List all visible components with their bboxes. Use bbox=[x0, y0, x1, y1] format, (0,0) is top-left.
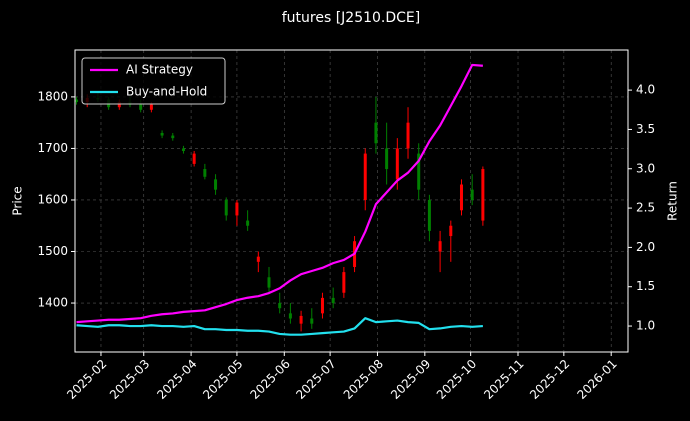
candle-body bbox=[160, 132, 164, 136]
y2-axis-label: Return bbox=[666, 181, 680, 221]
legend-label: Buy-and-Hold bbox=[126, 85, 207, 99]
candle-body bbox=[139, 104, 143, 110]
y2-tick-label: 1.0 bbox=[636, 319, 655, 333]
candle-body bbox=[374, 122, 378, 144]
legend-label: AI Strategy bbox=[126, 63, 193, 77]
candle-body bbox=[288, 313, 292, 319]
y2-tick-label: 2.5 bbox=[636, 201, 655, 215]
candle-body bbox=[171, 135, 175, 139]
candle-body bbox=[246, 220, 250, 226]
candle-body bbox=[406, 122, 410, 149]
candle-body bbox=[363, 153, 367, 200]
y-axis-label: Price bbox=[11, 186, 25, 215]
legend: AI Strategy Buy-and-Hold bbox=[81, 57, 226, 105]
candle-body bbox=[470, 189, 474, 200]
chart-title: futures [J2510.DCE] bbox=[282, 10, 421, 26]
y2-tick-label: 1.5 bbox=[636, 279, 655, 293]
candle-body bbox=[235, 202, 239, 216]
candle-body bbox=[310, 318, 314, 324]
plot-frame bbox=[74, 49, 629, 353]
candle-body bbox=[267, 277, 271, 288]
candle-body bbox=[385, 148, 389, 170]
candle-body bbox=[395, 148, 399, 180]
y2-tick-label: 3.5 bbox=[636, 122, 655, 136]
candle-body bbox=[342, 272, 346, 293]
y2-tick-label: 2.0 bbox=[636, 240, 655, 254]
candle-body bbox=[449, 225, 453, 237]
candle-body bbox=[417, 153, 421, 190]
candle-body bbox=[278, 303, 282, 309]
line-series bbox=[76, 317, 483, 336]
candle-body bbox=[214, 179, 218, 190]
candle-body bbox=[117, 102, 121, 108]
y2-tick-label: 4.0 bbox=[636, 83, 655, 97]
candle-body bbox=[192, 153, 196, 164]
candle-body bbox=[481, 169, 485, 221]
candle-body bbox=[256, 256, 260, 262]
candle-body bbox=[203, 169, 207, 177]
candle-body bbox=[149, 104, 153, 110]
candle-body bbox=[181, 148, 185, 152]
y-tick-label: 1500 bbox=[37, 244, 68, 258]
candle-body bbox=[438, 241, 442, 252]
line-series bbox=[76, 63, 483, 324]
candle-body bbox=[75, 99, 79, 103]
y2-tick-label: 3.0 bbox=[636, 161, 655, 175]
y-tick-label: 1600 bbox=[37, 192, 68, 206]
candle-body bbox=[320, 297, 324, 314]
y-tick-label: 1800 bbox=[37, 89, 68, 103]
y-tick-label: 1400 bbox=[37, 296, 68, 310]
candle-body bbox=[427, 199, 431, 231]
candle-body bbox=[299, 315, 303, 324]
y-tick-label: 1700 bbox=[37, 141, 68, 155]
candle-body bbox=[459, 184, 463, 211]
candle-body bbox=[224, 199, 228, 216]
candle-body bbox=[331, 297, 335, 304]
